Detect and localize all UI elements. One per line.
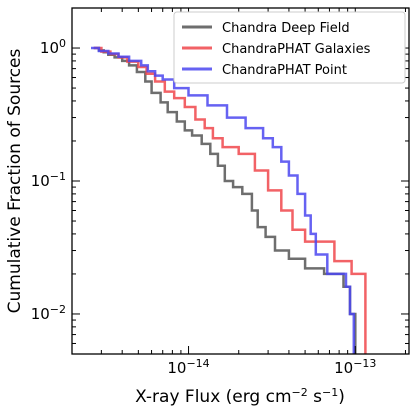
legend-box <box>173 11 406 84</box>
series-layer <box>91 46 367 354</box>
legend: Chandra Deep Field ChandraPHAT Galaxies Ch… <box>173 11 406 84</box>
legend-label-2: ChandraPHAT Galaxies <box>222 42 371 57</box>
y-axis-title: Cumulative Fraction of Sources <box>5 48 25 313</box>
x-tick-label: 10−13 <box>334 357 376 378</box>
y-tick-label: 100 <box>40 37 66 58</box>
series-line-3 <box>91 46 356 354</box>
series-line-1 <box>93 46 357 354</box>
legend-label-1: Chandra Deep Field <box>222 21 350 36</box>
y-tick-label: 10−2 <box>31 302 66 323</box>
series-line-2 <box>93 46 367 354</box>
tick-layer: 10−14 10−13 100 10−1 10−2 <box>31 7 409 378</box>
y-tick-label: 10−1 <box>31 170 66 191</box>
legend-label-3: ChandraPHAT Point <box>222 63 347 78</box>
legend-entries: Chandra Deep Field ChandraPHAT Galaxies Ch… <box>182 21 371 78</box>
x-axis-title: X-ray Flux (erg cm−2 s−1) <box>135 386 345 408</box>
x-tick-label: 10−14 <box>167 357 209 378</box>
